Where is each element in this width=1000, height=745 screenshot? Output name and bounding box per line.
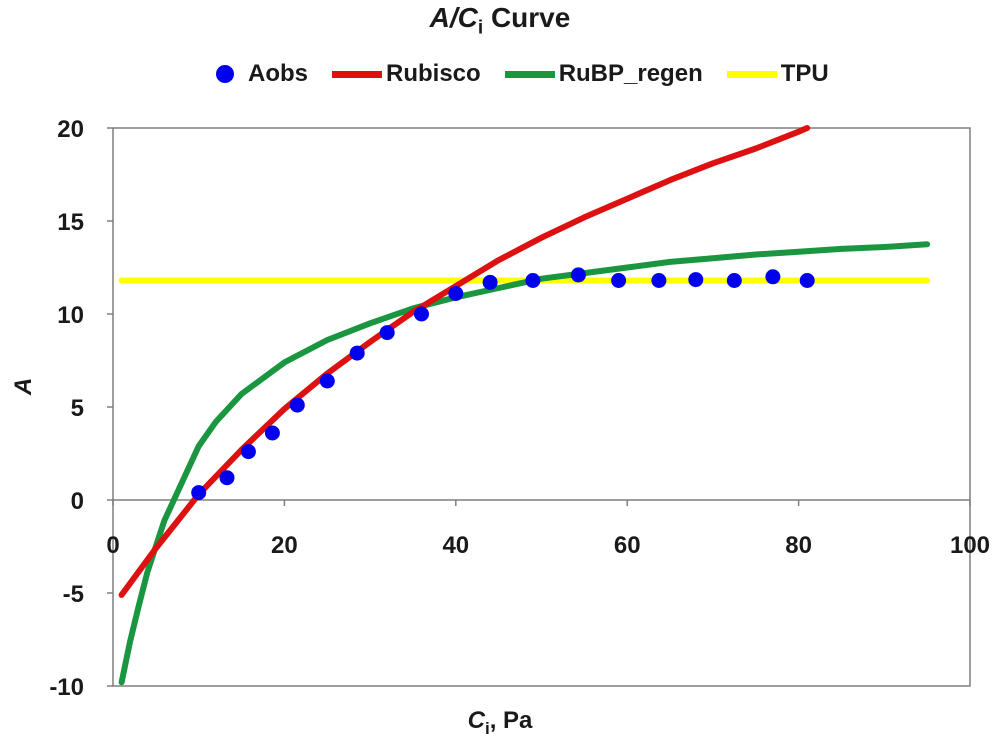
x-tick-label: 100 — [950, 532, 990, 559]
legend-line-rubp-regen — [504, 70, 555, 78]
y-tick-label: -10 — [49, 674, 84, 701]
series-points — [191, 267, 815, 501]
data-point-aobs — [219, 470, 235, 486]
data-point-aobs — [240, 444, 256, 460]
data-point-aobs — [414, 306, 429, 322]
data-point-aobs — [482, 274, 498, 290]
data-point-aobs — [379, 325, 395, 341]
series-line-rubp-regen — [118, 241, 931, 686]
x-tick-label: 80 — [785, 532, 812, 559]
series-line-rubisco — [118, 125, 811, 598]
data-point-aobs — [726, 273, 742, 288]
legend-label-rubisco: Rubisco — [386, 60, 481, 87]
legend-item-aobs: Aobs — [210, 60, 308, 88]
y-tick-label: -5 — [63, 581, 84, 608]
title-subscript: i — [477, 17, 484, 39]
y-tick-label: 0 — [71, 488, 84, 515]
x-axis-label-main: C — [467, 707, 485, 734]
chart-title: A/Ci Curve — [0, 2, 1000, 40]
data-point-aobs — [765, 269, 781, 285]
legend-line-rubisco — [332, 70, 382, 78]
data-point-aobs — [191, 485, 207, 501]
y-tick-label: 20 — [57, 116, 84, 143]
data-point-aobs — [570, 267, 586, 283]
legend-label-tpu: TPU — [780, 60, 829, 87]
data-point-aobs — [264, 425, 280, 441]
x-axis-label-subscript: i — [484, 718, 490, 738]
data-point-aobs — [799, 273, 815, 288]
legend-item-tpu: TPU — [726, 60, 829, 88]
x-tick-label: 40 — [442, 532, 469, 559]
legend-line-tpu — [726, 70, 777, 78]
legend-marker-aobs — [216, 65, 234, 83]
legend-item-rubp-regen: RuBP_regen — [504, 60, 703, 88]
data-point-aobs — [525, 273, 541, 288]
data-point-aobs — [349, 345, 365, 361]
y-tick-label: 15 — [57, 209, 84, 236]
x-axis-label-rest: , Pa — [489, 707, 533, 734]
series-lines — [118, 125, 931, 686]
data-point-aobs — [651, 273, 667, 288]
legend-label-aobs: Aobs — [248, 60, 308, 87]
x-tick-label: 60 — [614, 532, 641, 559]
x-axis-label: Ci, Pa — [0, 707, 1000, 739]
tick-labels: -10 -5 0 5 10 15 20 0 20 40 60 80 100 — [49, 116, 990, 701]
x-tick-label: 20 — [271, 532, 298, 559]
data-point-aobs — [688, 272, 704, 288]
legend-item-rubisco: Rubisco — [332, 60, 481, 88]
y-axis-label: A — [10, 377, 37, 395]
data-point-aobs — [448, 286, 464, 301]
title-main: A/C — [429, 2, 478, 33]
data-point-aobs — [611, 273, 627, 288]
x-tick-label: 0 — [106, 532, 119, 559]
y-tick-label: 5 — [71, 395, 84, 422]
data-point-aobs — [319, 373, 335, 389]
plot-frame — [112, 127, 971, 687]
data-point-aobs — [289, 397, 305, 413]
title-rest: Curve — [483, 2, 571, 33]
y-tick-label: 10 — [57, 302, 84, 329]
legend-label-rubp-regen: RuBP_regen — [558, 60, 703, 87]
legend: Aobs Rubisco RuBP_regen TPU — [210, 58, 853, 90]
